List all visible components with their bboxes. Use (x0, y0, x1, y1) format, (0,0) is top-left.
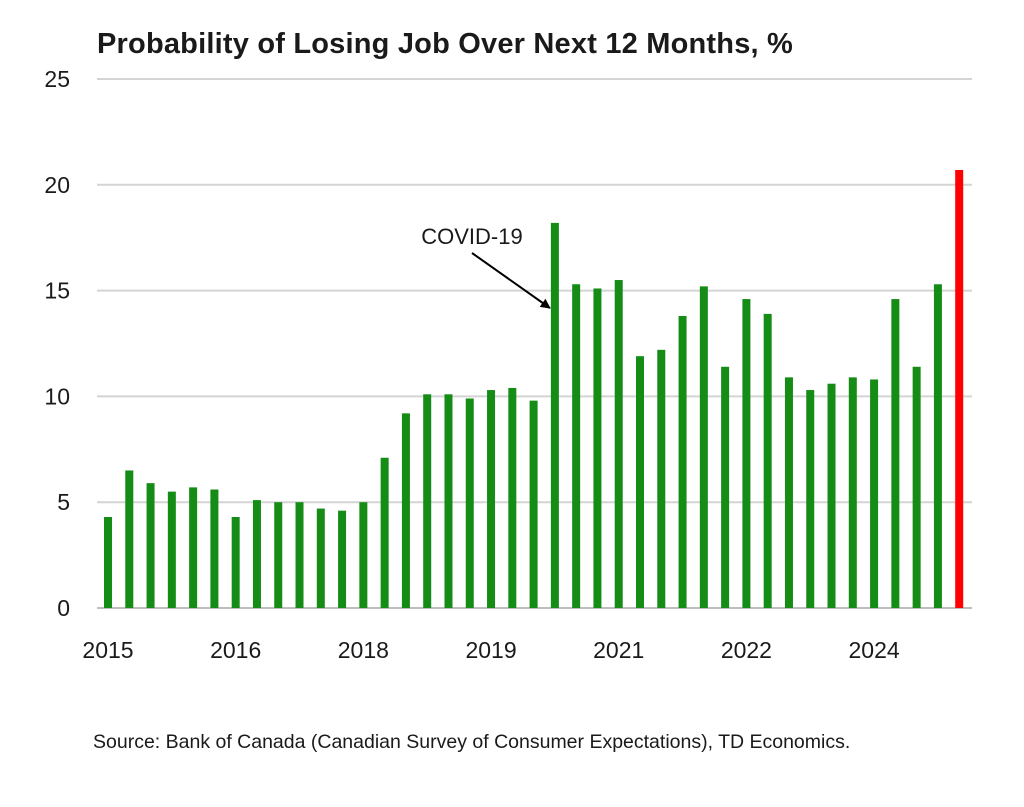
y-tick-label: 5 (57, 489, 70, 515)
bar (678, 315, 687, 608)
bar (380, 457, 389, 608)
bars (104, 169, 964, 608)
x-tick-label: 2024 (848, 637, 899, 663)
bar (146, 483, 155, 608)
bar (316, 508, 325, 608)
covid-annotation: COVID-19 (421, 224, 551, 309)
bar (104, 517, 112, 608)
x-axis-ticks: 2015 2016 2018 2019 2021 2022 2024 (82, 637, 899, 663)
bar (636, 356, 644, 608)
x-tick-label: 2018 (338, 637, 389, 663)
y-axis-ticks: 0 5 10 15 20 25 (44, 66, 70, 621)
y-tick-label: 15 (44, 278, 70, 304)
bar (167, 491, 176, 608)
bar (359, 502, 368, 608)
bar (933, 284, 942, 608)
bar (784, 377, 793, 608)
y-tick-label: 10 (44, 383, 70, 409)
bar (465, 398, 474, 608)
bar (806, 390, 815, 608)
bar (295, 502, 304, 608)
bar (423, 394, 432, 608)
bar (870, 379, 879, 608)
bar (338, 510, 347, 608)
x-tick-label: 2015 (82, 637, 133, 663)
x-tick-label: 2021 (593, 637, 644, 663)
source-note: Source: Bank of Canada (Canadian Survey … (93, 731, 851, 753)
bar (614, 280, 623, 608)
bar (252, 500, 261, 608)
bar (848, 377, 857, 608)
bar (593, 288, 602, 608)
annotation-label: COVID-19 (421, 224, 522, 249)
y-tick-label: 25 (44, 66, 70, 92)
y-tick-label: 0 (57, 595, 70, 621)
y-tick-label: 20 (44, 172, 70, 198)
x-tick-label: 2016 (210, 637, 261, 663)
bar (827, 383, 836, 608)
x-tick-label: 2019 (465, 637, 516, 663)
bar (891, 299, 900, 608)
bar (572, 284, 581, 608)
bar (529, 400, 538, 608)
bar (550, 222, 559, 608)
bar (657, 349, 666, 608)
bar (125, 470, 134, 608)
bar (699, 286, 708, 608)
bar (487, 390, 496, 608)
bar (189, 487, 198, 608)
annotation-arrow (471, 252, 551, 309)
bar (210, 489, 219, 608)
bar (912, 366, 921, 608)
bar (444, 394, 453, 608)
bar (742, 299, 751, 608)
bar (508, 387, 517, 608)
bar (721, 366, 730, 608)
bar (274, 502, 283, 608)
x-tick-label: 2022 (721, 637, 772, 663)
bar (231, 517, 240, 608)
bar (401, 413, 410, 608)
chart-title: Probability of Losing Job Over Next 12 M… (97, 28, 794, 60)
bar-latest (955, 169, 964, 608)
bar (763, 313, 772, 608)
